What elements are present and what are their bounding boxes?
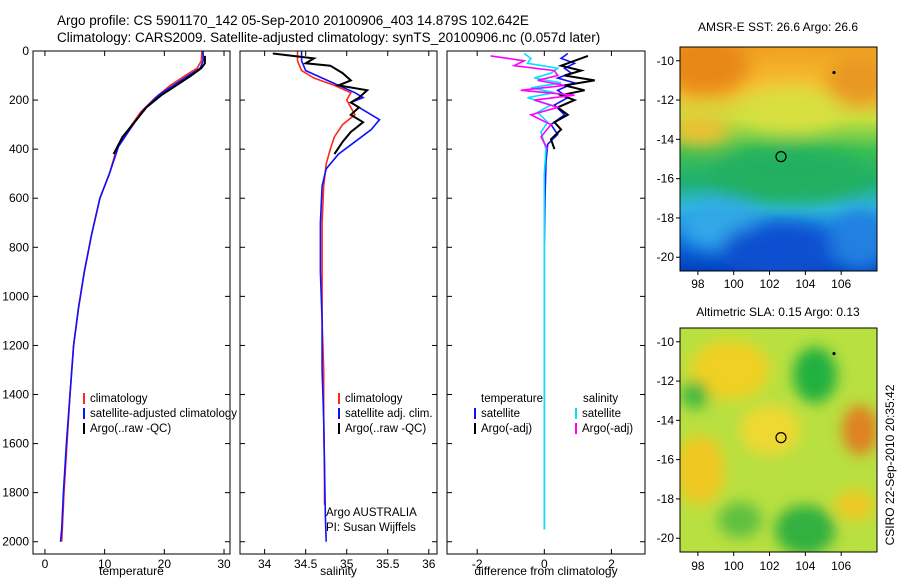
pi-name-label: PI: Susan Wijffels bbox=[326, 522, 416, 534]
y-tick-label: 400 bbox=[9, 142, 29, 156]
y-tick-label: 1400 bbox=[2, 388, 29, 402]
plot-frame bbox=[32, 50, 231, 555]
legend-entry: Argo(..raw -QC) bbox=[345, 423, 426, 435]
sst-map-panel: AMSR-E SST: 26.6 Argo: 26.6 98 100 102 104 1… bbox=[657, 20, 878, 291]
legend-entry: satellite-adjusted climatology bbox=[90, 408, 237, 420]
map-x-tick-label: 106 bbox=[831, 277, 851, 291]
map-y-tick-label: -10 bbox=[657, 54, 675, 68]
map-y-tick-label: -14 bbox=[657, 132, 675, 146]
legend-group-temperature: temperature bbox=[481, 393, 543, 405]
map-x-tick-label: 98 bbox=[691, 559, 705, 573]
series-line-satellite-adjusted-climatology bbox=[59, 51, 204, 542]
salinity-legend: climatology satellite adj. clim. Argo(..… bbox=[326, 393, 433, 534]
x-tick-label: 2 bbox=[608, 557, 615, 571]
x-tick-label: 34.5 bbox=[294, 557, 318, 571]
series-line-argo-raw-qc- bbox=[112, 55, 206, 155]
x-tick-label: 20 bbox=[158, 557, 172, 571]
x-tick-label: 34 bbox=[258, 557, 272, 571]
argo-track-point bbox=[832, 351, 836, 356]
legend-entry: climatology bbox=[90, 393, 148, 405]
salinity-profile-panel: 34 34.5 35 35.5 36 salinity bbox=[239, 50, 438, 578]
map-y-tick-label: -20 bbox=[657, 531, 675, 545]
map-x-tick-label: 102 bbox=[760, 277, 780, 291]
series-line-salinity-argo-adj- bbox=[490, 55, 575, 150]
map-y-tick-label: -20 bbox=[657, 250, 675, 264]
series-line-temperature-satellite bbox=[543, 52, 577, 530]
x-tick-label: 0 bbox=[42, 557, 49, 571]
legend-entry: climatology bbox=[345, 393, 403, 405]
map-y-tick-label: -12 bbox=[657, 374, 675, 388]
series-line-argo-raw-qc- bbox=[272, 52, 370, 155]
map-x-tick-label: 102 bbox=[760, 559, 780, 573]
y-tick-label: 2000 bbox=[2, 535, 29, 549]
y-tick-label: 1200 bbox=[2, 338, 29, 352]
x-tick-label: 30 bbox=[217, 557, 231, 571]
x-tick-label: 0 bbox=[541, 557, 548, 571]
map-y-tick-label: -14 bbox=[657, 413, 675, 427]
legend-entry: satellite bbox=[481, 408, 520, 420]
map-y-tick-label: -16 bbox=[657, 172, 675, 186]
x-tick-label: 10 bbox=[98, 557, 112, 571]
map-y-tick-label: -16 bbox=[657, 453, 675, 467]
argo-location-marker bbox=[775, 151, 787, 163]
y-tick-label: 1600 bbox=[2, 437, 29, 451]
x-axis-label: temperature bbox=[99, 564, 164, 578]
profile-title: Argo profile: CS 5901170_142 05-Sep-2010… bbox=[57, 13, 529, 28]
temperature-legend: climatology satellite-adjusted climatolo… bbox=[83, 393, 237, 435]
map-x-tick-label: 106 bbox=[831, 559, 851, 573]
map-x-tick-label: 98 bbox=[691, 277, 705, 291]
legend-entry: Argo(-adj) bbox=[481, 423, 532, 435]
series-line-salinity-satellite bbox=[523, 52, 562, 530]
legend-entry: satellite bbox=[582, 408, 621, 420]
series-line-satellite-adj-clim- bbox=[300, 51, 381, 542]
sla-map-title: Altimetric SLA: 0.15 Argo: 0.13 bbox=[696, 305, 860, 319]
argo-location-marker bbox=[775, 432, 787, 444]
y-tick-label: 800 bbox=[9, 240, 29, 254]
series-line-climatology bbox=[296, 51, 356, 505]
x-tick-label: 35 bbox=[340, 557, 354, 571]
legend-entry: satellite adj. clim. bbox=[345, 408, 433, 420]
plot-frame bbox=[446, 50, 646, 555]
csiro-timestamp-label: CSIRO 22-Sep-2010 20:35:42 bbox=[883, 384, 897, 545]
map-x-tick-label: 104 bbox=[795, 559, 815, 573]
x-axis-label: difference from climatology bbox=[474, 564, 617, 578]
map-y-tick-label: -18 bbox=[657, 492, 675, 506]
map-x-tick-label: 100 bbox=[724, 559, 744, 573]
y-tick-label: 200 bbox=[9, 93, 29, 107]
argo-program-label: Argo AUSTRALIA bbox=[326, 507, 417, 519]
y-tick-label: 1800 bbox=[2, 486, 29, 500]
x-axis-label: salinity bbox=[320, 564, 357, 578]
plot-frame bbox=[239, 50, 438, 555]
x-tick-label: 35.5 bbox=[376, 557, 400, 571]
climatology-subtitle: Climatology: CARS2009. Satellite-adjuste… bbox=[57, 30, 601, 45]
difference-legend: temperature salinity satellite Argo(-adj… bbox=[474, 393, 633, 435]
x-tick-label: -2 bbox=[472, 557, 483, 571]
legend-group-salinity: salinity bbox=[583, 393, 618, 405]
map-x-tick-label: 104 bbox=[795, 277, 815, 291]
y-tick-label: 0 bbox=[22, 44, 29, 58]
x-tick-label: 36 bbox=[422, 557, 436, 571]
map-y-tick-label: -18 bbox=[657, 211, 675, 225]
map-y-tick-label: -10 bbox=[657, 335, 675, 349]
y-tick-label: 600 bbox=[9, 191, 29, 205]
legend-entry: Argo(-adj) bbox=[582, 423, 633, 435]
sst-map-title: AMSR-E SST: 26.6 Argo: 26.6 bbox=[698, 20, 858, 34]
temperature-profile-panel: 0 10 20 30 0 200 400 600 800 1000 1200 1400 1600 1800… bbox=[2, 44, 231, 578]
map-y-tick-label: -12 bbox=[657, 93, 675, 107]
argo-track-point bbox=[832, 70, 836, 75]
map-x-tick-label: 100 bbox=[724, 277, 744, 291]
sla-map-panel: Altimetric SLA: 0.15 Argo: 0.13 98 100 102… bbox=[657, 305, 878, 573]
legend-entry: Argo(..raw -QC) bbox=[90, 423, 171, 435]
y-tick-label: 1000 bbox=[2, 289, 29, 303]
series-line-temperature-argo-adj- bbox=[549, 54, 595, 150]
